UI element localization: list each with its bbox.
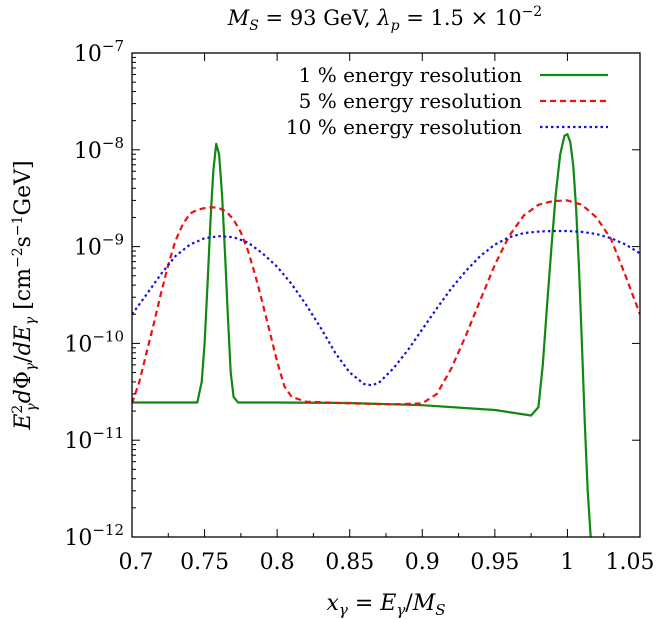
y-tick-label: 10−10 bbox=[64, 327, 124, 357]
y-tick-label: 10−12 bbox=[64, 521, 124, 551]
series-layer bbox=[132, 133, 640, 537]
x-tick-label: 0.8 bbox=[260, 550, 295, 575]
series-line-1 bbox=[132, 133, 592, 537]
chart-title: MS = 93 GeV, λp = 1.5 × 10−2 bbox=[227, 4, 542, 34]
x-tick-label: 0.9 bbox=[405, 550, 440, 575]
series-line-3 bbox=[132, 229, 640, 387]
legend-label: 1 % energy resolution bbox=[299, 63, 522, 87]
x-tick-label: 0.75 bbox=[180, 550, 229, 575]
x-tick-label: 0.7 bbox=[119, 550, 154, 575]
series-line-2 bbox=[132, 199, 640, 406]
x-axis: 0.7 0.75 0.8 0.85 0.9 0.95 1 1.05 bbox=[119, 53, 655, 575]
legend-label: 5 % energy resolution bbox=[299, 89, 522, 113]
y-tick-label: 10−9 bbox=[74, 231, 124, 261]
y-axis: 10−12 10−11 10−10 10−9 10−8 10−7 bbox=[64, 37, 640, 551]
y-axis-label: E2γdΦγ/dEγ [cm−2s−1GeV] bbox=[10, 160, 40, 430]
x-tick-label: 1 bbox=[560, 550, 574, 575]
x-axis-label: xγ = Eγ/MS bbox=[326, 591, 445, 619]
x-tick-label: 1.05 bbox=[606, 550, 655, 575]
legend-label: 10 % energy resolution bbox=[286, 115, 522, 139]
y-tick-label: 10−7 bbox=[74, 37, 124, 67]
x-tick-label: 0.85 bbox=[325, 550, 374, 575]
x-tick-label: 0.95 bbox=[470, 550, 519, 575]
y-tick-label: 10−11 bbox=[64, 424, 124, 454]
y-tick-label: 10−8 bbox=[74, 134, 124, 164]
